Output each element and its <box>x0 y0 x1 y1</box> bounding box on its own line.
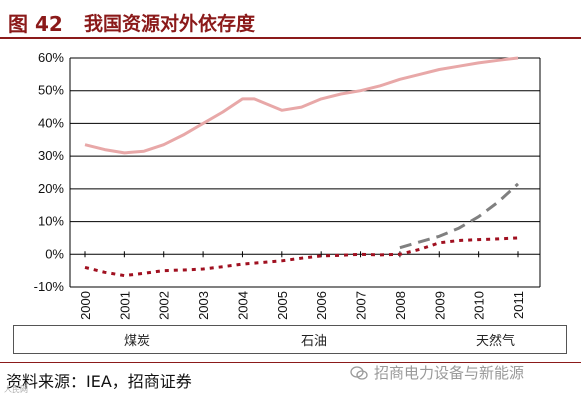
xtick-label: 2001 <box>117 291 132 320</box>
ytick-label-layer: -10% 0% 10% 20% 30% 40% 50% 60% <box>34 50 65 294</box>
legend-item-oil: 石油 <box>231 326 327 353</box>
legend-item-gas: 天然气 <box>406 326 515 353</box>
ytick-label: -10% <box>34 279 65 294</box>
xtick-label: 2005 <box>275 291 290 320</box>
legend-label-gas: 天然气 <box>476 334 516 349</box>
xtick-label: 2004 <box>235 291 250 320</box>
xtick-label: 2008 <box>393 291 408 320</box>
xtick-label: 2000 <box>78 291 93 320</box>
figure-header: 图 42 我国资源对外依存度 <box>0 0 581 40</box>
chart-legend: 煤炭 石油 天然气 <box>13 325 567 354</box>
figure-title: 我国资源对外依存度 <box>84 13 256 35</box>
grid-layer <box>70 57 540 288</box>
xtick-label-layer: 2000 2001 2002 2003 2004 2005 2006 2007 2008 2009… <box>78 291 526 320</box>
legend-label-oil: 石油 <box>301 334 328 349</box>
header-rule <box>0 37 581 39</box>
watermark-text: 招商电力设备与新能源 <box>374 364 525 382</box>
ytick-label: 30% <box>38 148 64 163</box>
xtick-label: 2011 <box>511 291 526 319</box>
xtick-label: 2009 <box>432 291 447 320</box>
wechat-icon <box>350 365 368 380</box>
ytick-label: 50% <box>38 83 64 98</box>
series-line-gas <box>399 182 520 250</box>
ytick-label: 20% <box>38 181 64 196</box>
ytick-label: 0% <box>45 246 64 261</box>
watermark: 招商电力设备与新能源 <box>350 362 524 383</box>
xtick-label: 2006 <box>314 291 329 320</box>
dependency-line-chart: -10%0%10%20%30%40%50%60% 2000 2001 2002 200… <box>34 50 541 320</box>
xtick-label: 2002 <box>157 291 172 320</box>
source-note: 资料来源：IEA，招商证券 <box>6 372 192 391</box>
series-layer <box>84 56 520 278</box>
xtick-label: 2007 <box>354 291 369 320</box>
xtick-label: 2010 <box>472 291 487 320</box>
legend-item-coal: 煤炭 <box>54 326 150 353</box>
figure-number: 图 42 <box>8 12 63 36</box>
series-line-oil <box>84 56 519 155</box>
source-rule <box>0 362 581 363</box>
corner-mark: 人民网 <box>4 385 28 394</box>
axis-layer <box>69 58 541 287</box>
legend-label-coal: 煤炭 <box>124 334 151 349</box>
series-line-coal <box>84 236 519 278</box>
ytick-label: 40% <box>38 115 64 130</box>
ytick-label: 10% <box>38 214 64 229</box>
ytick-label: 60% <box>38 50 64 65</box>
xtick-label: 2003 <box>196 291 211 320</box>
